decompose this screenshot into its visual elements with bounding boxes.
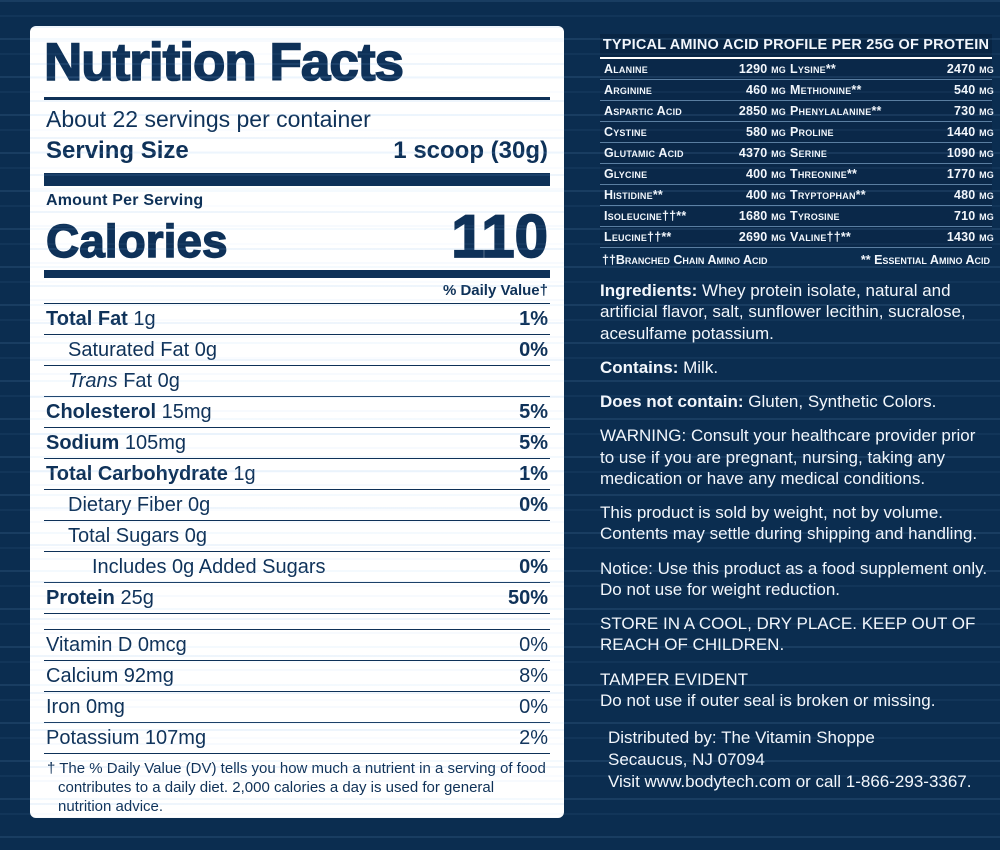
divider-thick xyxy=(44,173,550,186)
amount-per-serving-label: Amount Per Serving xyxy=(46,192,204,209)
tamper-evident-paragraph: TAMPER EVIDENT Do not use if outer seal … xyxy=(600,669,992,712)
vitamin-row-iron: Iron 0mg 0% xyxy=(44,692,550,723)
nutrient-row-saturated-fat: Saturated Fat 0g 0% xyxy=(44,335,550,366)
nutrition-facts-panel: Nutrition Facts About 22 servings per co… xyxy=(30,26,564,818)
nutrient-row-sodium: Sodium 105mg 5% xyxy=(44,428,550,459)
calories-row: Calories 110 xyxy=(44,203,550,270)
nutrient-row-added-sugars: Includes 0g Added Sugars 0% xyxy=(44,552,550,583)
vitamin-row-potassium: Potassium 107mg 2% xyxy=(44,723,550,754)
nutrition-facts-title: Nutrition Facts xyxy=(43,35,550,100)
vitamin-row-vitamin-d: Vitamin D 0mcg 0% xyxy=(44,630,550,661)
amino-profile-table: Alanine 1290 mg Lysine** 2470 mg Arginine 4… xyxy=(600,59,994,248)
amino-profile-title: TYPICAL AMINO ACID PROFILE PER 25G OF PR… xyxy=(600,34,992,59)
distributor-block: Distributed by: The Vitamin Shoppe Secau… xyxy=(608,728,972,792)
divider-medium xyxy=(44,270,550,278)
amino-row: Alanine 1290 mg Lysine** 2470 mg xyxy=(600,59,994,80)
amino-row: Histidine** 400 mg Tryptophan** 480 mg xyxy=(600,185,994,206)
amino-row: Leucine††** 2690 mg Valine††** 1430 mg xyxy=(600,227,994,248)
vitamin-row-calcium: Calcium 92mg 8% xyxy=(44,661,550,692)
amino-legend: ††Branched Chain Amino Acid ** Essential… xyxy=(600,248,992,267)
calories-label: Calories xyxy=(45,215,228,267)
nutrient-row-total-sugars: Total Sugars 0g xyxy=(44,521,550,552)
nutrient-row-total-fat: Total Fat 1g 1% xyxy=(44,304,550,335)
amino-row: Glycine 400 mg Threonine** 1770 mg xyxy=(600,164,994,185)
tamper-title: TAMPER EVIDENT xyxy=(600,669,748,689)
contains-paragraph: Contains: Milk. xyxy=(600,357,719,377)
serving-size-value: 1 scoop (30g) xyxy=(393,137,548,164)
nutrient-row-trans-fat: Trans Fat 0g xyxy=(44,366,550,397)
nutrient-row-protein: Protein 25g 50% xyxy=(44,583,550,614)
notice-paragraph: Notice: Use this product as a food suppl… xyxy=(600,558,988,599)
does-not-contain-paragraph: Does not contain: Gluten, Synthetic Colo… xyxy=(600,392,937,411)
serving-size-label: Serving Size xyxy=(46,137,189,164)
amino-row: Isoleucine††** 1680 mg Tyrosine 710 mg xyxy=(600,206,994,227)
amino-row: Aspartic Acid 2850 mg Phenylalanine** 730 … xyxy=(600,101,994,122)
servings-per-container: About 22 servings per container xyxy=(46,106,371,132)
legend-eaa: ** Essential Amino Acid xyxy=(860,253,990,267)
amino-row: Glutamic Acid 4370 mg Serine 1090 mg xyxy=(600,143,994,164)
daily-value-footnote: † The % Daily Value (DV) tells you how m… xyxy=(47,760,546,815)
nutrient-row-cholesterol: Cholesterol 15mg 5% xyxy=(44,397,550,428)
sold-by-weight-paragraph: This product is sold by weight, not by v… xyxy=(600,503,978,544)
legend-bcaa: ††Branched Chain Amino Acid xyxy=(602,253,768,267)
divider-gap xyxy=(44,614,550,630)
serving-size-row: Serving Size 1 scoop (30g) xyxy=(44,135,550,173)
nutrient-row-dietary-fiber: Dietary Fiber 0g 0% xyxy=(44,490,550,521)
daily-value-header: % Daily Value† xyxy=(44,278,550,304)
amino-row: Cystine 580 mg Proline 1440 mg xyxy=(600,122,994,143)
warning-paragraph: WARNING: Consult your healthcare provide… xyxy=(600,426,976,488)
right-info-column: TYPICAL AMINO ACID PROFILE PER 25G OF PR… xyxy=(600,34,994,793)
nutrient-row-total-carbohydrate: Total Carbohydrate 1g 1% xyxy=(44,459,550,490)
ingredients-paragraph: Ingredients: Whey protein isolate, natur… xyxy=(600,281,966,343)
tamper-text: Do not use if outer seal is broken or mi… xyxy=(600,690,936,710)
storage-paragraph: STORE IN A COOL, DRY PLACE. KEEP OUT OF … xyxy=(600,614,976,655)
amino-row: Arginine 460 mg Methionine** 540 mg xyxy=(600,80,994,101)
calories-value: 110 xyxy=(450,203,549,270)
